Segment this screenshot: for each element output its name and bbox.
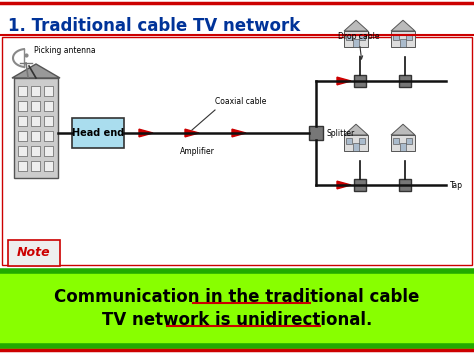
- FancyBboxPatch shape: [344, 31, 368, 47]
- FancyBboxPatch shape: [31, 161, 40, 171]
- FancyBboxPatch shape: [2, 37, 472, 265]
- FancyBboxPatch shape: [31, 116, 40, 126]
- FancyBboxPatch shape: [344, 135, 368, 151]
- FancyBboxPatch shape: [44, 146, 53, 156]
- FancyBboxPatch shape: [309, 126, 323, 140]
- FancyBboxPatch shape: [406, 34, 412, 40]
- FancyBboxPatch shape: [18, 161, 27, 171]
- Text: Drop cable: Drop cable: [338, 32, 380, 59]
- FancyBboxPatch shape: [406, 138, 412, 144]
- FancyBboxPatch shape: [44, 116, 53, 126]
- FancyBboxPatch shape: [44, 131, 53, 141]
- Polygon shape: [337, 77, 351, 85]
- Polygon shape: [344, 124, 368, 135]
- FancyBboxPatch shape: [359, 34, 365, 40]
- Text: Note: Note: [17, 246, 51, 260]
- FancyBboxPatch shape: [72, 118, 124, 148]
- Text: Picking antenna: Picking antenna: [34, 46, 96, 55]
- Text: 1. Traditional cable TV network: 1. Traditional cable TV network: [8, 17, 300, 35]
- FancyBboxPatch shape: [18, 86, 27, 96]
- Polygon shape: [344, 20, 368, 31]
- FancyBboxPatch shape: [400, 39, 406, 47]
- FancyBboxPatch shape: [44, 161, 53, 171]
- Polygon shape: [337, 181, 351, 189]
- FancyBboxPatch shape: [399, 179, 411, 191]
- Text: Head end: Head end: [72, 128, 124, 138]
- FancyBboxPatch shape: [31, 101, 40, 111]
- Text: Communication in the traditional cable: Communication in the traditional cable: [55, 288, 419, 306]
- FancyBboxPatch shape: [346, 34, 352, 40]
- FancyBboxPatch shape: [393, 138, 399, 144]
- FancyBboxPatch shape: [44, 86, 53, 96]
- Polygon shape: [391, 124, 415, 135]
- FancyBboxPatch shape: [400, 143, 406, 151]
- FancyBboxPatch shape: [391, 31, 415, 47]
- FancyBboxPatch shape: [31, 146, 40, 156]
- FancyBboxPatch shape: [0, 271, 474, 350]
- FancyBboxPatch shape: [354, 179, 366, 191]
- Polygon shape: [139, 129, 153, 137]
- FancyBboxPatch shape: [31, 86, 40, 96]
- FancyBboxPatch shape: [353, 143, 359, 151]
- FancyBboxPatch shape: [14, 78, 58, 178]
- FancyBboxPatch shape: [31, 131, 40, 141]
- Polygon shape: [12, 64, 60, 78]
- FancyBboxPatch shape: [18, 116, 27, 126]
- FancyBboxPatch shape: [18, 131, 27, 141]
- Text: Amplifier: Amplifier: [180, 147, 214, 156]
- FancyBboxPatch shape: [18, 146, 27, 156]
- FancyBboxPatch shape: [44, 101, 53, 111]
- Text: Splitter: Splitter: [327, 130, 355, 138]
- Polygon shape: [185, 129, 199, 137]
- FancyBboxPatch shape: [346, 138, 352, 144]
- FancyBboxPatch shape: [18, 101, 27, 111]
- FancyBboxPatch shape: [8, 240, 60, 266]
- FancyBboxPatch shape: [399, 75, 411, 87]
- FancyBboxPatch shape: [354, 75, 366, 87]
- FancyBboxPatch shape: [353, 39, 359, 47]
- Text: TV network is unidirectional.: TV network is unidirectional.: [102, 311, 372, 329]
- FancyBboxPatch shape: [393, 34, 399, 40]
- Text: Coaxial cable: Coaxial cable: [215, 97, 266, 106]
- FancyBboxPatch shape: [391, 135, 415, 151]
- Polygon shape: [232, 129, 246, 137]
- Polygon shape: [391, 20, 415, 31]
- FancyBboxPatch shape: [359, 138, 365, 144]
- Text: Tap: Tap: [450, 181, 463, 191]
